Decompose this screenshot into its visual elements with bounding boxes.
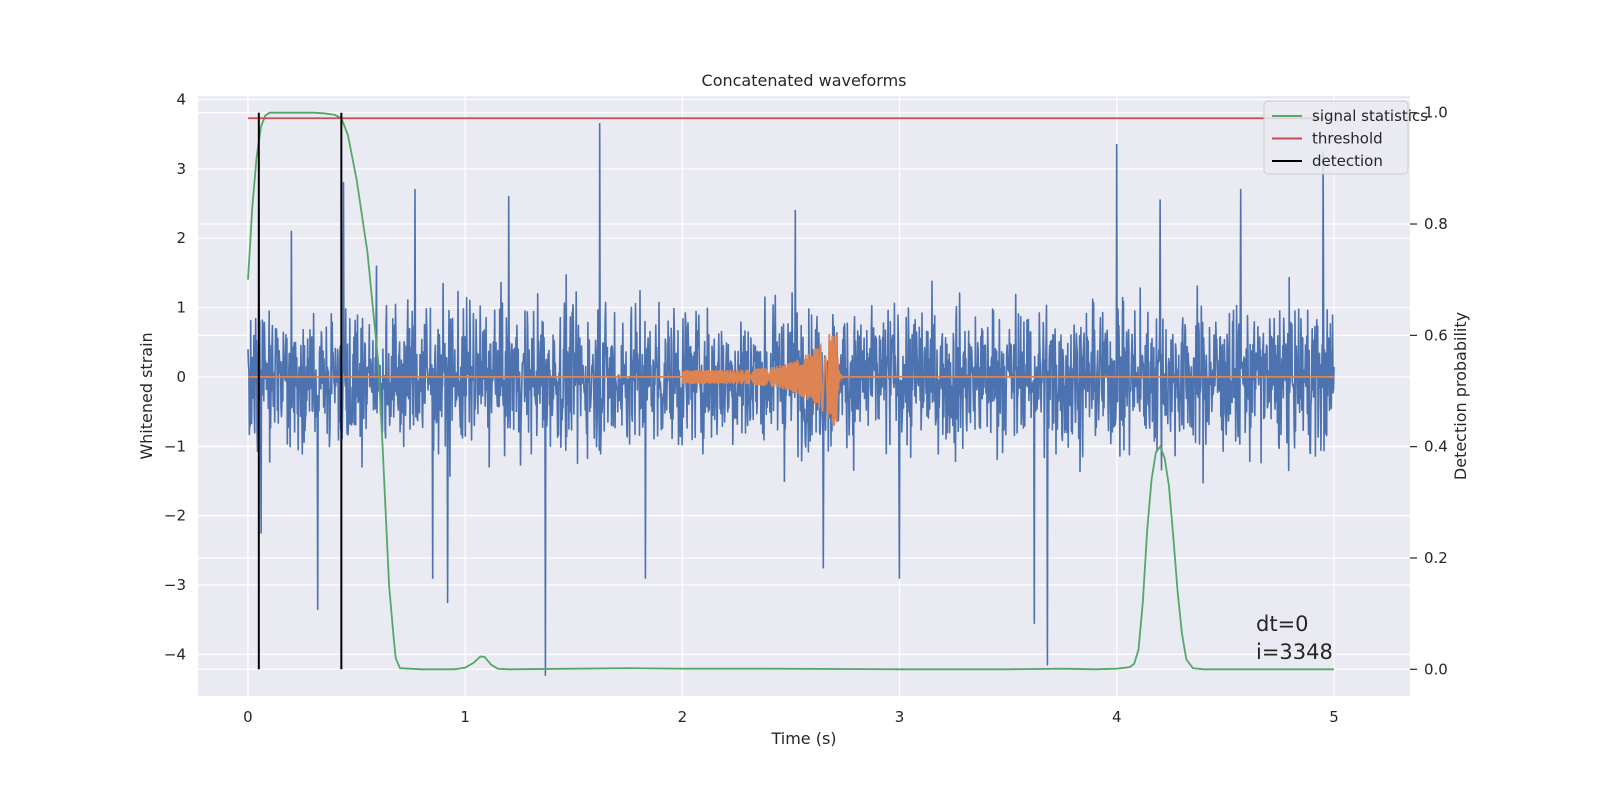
y2-tick-label: 0.6 (1424, 326, 1448, 344)
right-axis-series (247, 111, 1334, 671)
legend-label-detection: detection (1312, 152, 1383, 170)
signal-statistics-line (247, 111, 1334, 671)
x-tick-label: 2 (678, 708, 688, 726)
y-tick-label: −2 (164, 507, 186, 525)
x-tick-label: 0 (243, 708, 253, 726)
x-tick-label: 5 (1329, 708, 1339, 726)
legend: signal statistics threshold detection (1263, 100, 1428, 175)
y2-tick-label: 0.4 (1424, 438, 1448, 456)
annotation-index: i=3348 (1256, 640, 1333, 664)
y-tick-label: 2 (176, 229, 186, 247)
x-tick-label: 4 (1112, 708, 1122, 726)
y2-tick-label: 0.0 (1424, 660, 1448, 678)
y-tick-label: 4 (176, 90, 186, 108)
annotation-dt: dt=0 (1256, 612, 1309, 636)
y2-axis-label: Detection probability (1451, 312, 1470, 480)
y-tick-label: 1 (176, 299, 186, 317)
legend-box (1263, 100, 1409, 175)
y-tick-label: −4 (164, 645, 186, 663)
y2-tick-label: 0.2 (1424, 549, 1448, 567)
y-tick-label: −1 (164, 437, 186, 455)
y2-tick-label: 0.8 (1424, 215, 1448, 233)
y-tick-label: −3 (164, 576, 186, 594)
chart-title: Concatenated waveforms (702, 71, 907, 90)
y2-tick-label: 1.0 (1424, 104, 1448, 122)
legend-label-signal-statistics: signal statistics (1312, 107, 1428, 125)
y-axis-label: Whitened strain (137, 332, 156, 459)
x-tick-label: 1 (460, 708, 470, 726)
x-axis-label: Time (s) (770, 729, 836, 748)
y-tick-label: 3 (176, 160, 186, 178)
tick-labels: 0 1 2 3 4 5 −4 −3 −2 −1 0 1 2 3 4 0.0 0.2 0.4 0.6 0.8 1.0 (164, 90, 1448, 726)
legend-label-threshold: threshold (1312, 130, 1383, 148)
y-tick-label: 0 (176, 368, 186, 386)
x-tick-label: 3 (895, 708, 905, 726)
template-series (248, 333, 1334, 427)
template-line (248, 333, 1334, 427)
